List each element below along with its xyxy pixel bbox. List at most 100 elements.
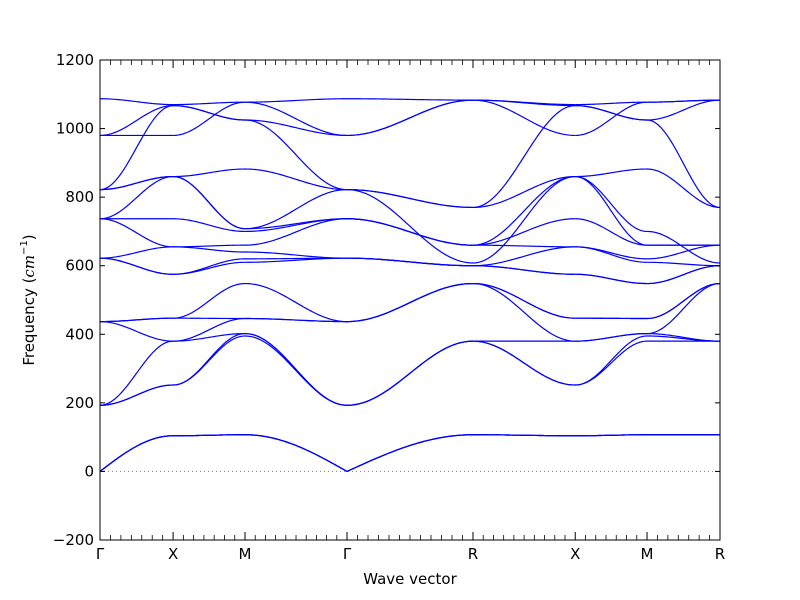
band-line-seg3-b15 — [346, 189, 474, 264]
x-axis-label: Wave vector — [363, 570, 457, 588]
y-tick-label: 200 — [65, 394, 94, 412]
y-axis-label-prefix: Frequency ( — [20, 278, 38, 366]
bands-layer — [99, 98, 721, 472]
band-line-seg1-b8 — [173, 282, 246, 319]
y-axis-label-exponent: −1 — [19, 240, 30, 255]
band-line-seg1-b16 — [173, 168, 246, 178]
band-line-seg2-b16 — [245, 168, 348, 191]
band-line-seg1-b10 — [173, 258, 246, 275]
band-line-seg6-b17 — [646, 119, 721, 209]
y-tick-label: 1200 — [56, 51, 94, 69]
x-tick-label: Γ — [343, 545, 352, 563]
x-tick-label: M — [239, 545, 252, 563]
band-line-seg2-b5 — [244, 333, 348, 406]
plot-area — [100, 60, 720, 540]
y-tick-label: 400 — [65, 325, 94, 343]
band-line-seg4-b2 — [472, 434, 576, 437]
band-line-seg5-b15 — [575, 175, 648, 233]
band-line-seg3-b5 — [346, 340, 474, 406]
band-line-seg4-b15 — [472, 175, 576, 264]
band-line-seg2-b2 — [245, 434, 348, 472]
y-tick-label: 0 — [84, 462, 94, 480]
x-tick-label: X — [168, 545, 178, 563]
x-tick-label: M — [641, 545, 654, 563]
x-tick-label: Γ — [96, 545, 105, 563]
band-line-seg1-b4 — [173, 333, 246, 386]
band-line-seg2-b17 — [244, 119, 348, 191]
band-line-seg2-b19 — [245, 101, 348, 137]
plot-background — [100, 60, 720, 540]
band-line-seg4-b19 — [472, 99, 576, 137]
band-line-seg6-b15 — [647, 230, 721, 264]
band-line-seg4-b6 — [472, 282, 576, 342]
band-line-seg5-b18 — [575, 105, 648, 121]
band-line-seg4-b14 — [472, 175, 576, 246]
band-line-seg0-b4 — [99, 384, 174, 406]
band-line-seg0-b14 — [99, 175, 174, 220]
band-line-seg0-b11 — [99, 246, 174, 259]
band-line-seg1-b5 — [173, 333, 246, 342]
band-line-seg5-b6 — [575, 333, 648, 342]
band-line-seg4-b16 — [472, 175, 576, 209]
band-line-seg1-b2 — [173, 434, 246, 437]
band-line-seg0-b12 — [99, 218, 174, 248]
y-axis-label-units: cm — [20, 255, 38, 278]
band-line-seg6-b11 — [647, 261, 720, 267]
y-axis-label-suffix: ) — [20, 234, 38, 240]
x-tick-label: R — [715, 545, 725, 563]
band-line-seg2-b20 — [245, 98, 348, 103]
band-line-seg1-b18 — [173, 105, 246, 121]
band-line-seg4-b11 — [472, 246, 576, 267]
band-line-seg4-b12 — [472, 244, 576, 248]
band-line-seg6-b10 — [647, 265, 721, 285]
band-line-seg3-b2 — [346, 434, 473, 472]
band-line-seg6-b6 — [647, 282, 721, 335]
band-line-seg5-b16 — [575, 168, 648, 178]
band-line-seg2-b8 — [245, 282, 348, 323]
band-line-seg1-b15 — [173, 175, 246, 230]
y-tick-label: 600 — [65, 257, 94, 275]
band-line-seg5-b4 — [575, 335, 648, 386]
band-line-seg5-b14 — [575, 175, 648, 246]
band-line-seg1-b19 — [173, 101, 246, 137]
band-line-seg4-b13 — [472, 218, 576, 246]
band-line-seg5-b20 — [575, 101, 648, 106]
band-line-seg4-b8 — [472, 282, 576, 319]
band-line-seg3-b19 — [346, 99, 474, 137]
y-tick-label: 1000 — [56, 120, 94, 138]
band-line-seg4-b17 — [472, 105, 576, 209]
band-line-seg2-b18 — [245, 119, 348, 137]
band-line-seg6-b12 — [647, 244, 721, 260]
band-line-seg0-b18 — [99, 105, 174, 137]
band-line-seg0-b16 — [99, 175, 174, 191]
band-line-seg6-b5 — [647, 333, 721, 342]
band-line-seg5-b13 — [575, 218, 648, 246]
band-line-seg2-b15 — [245, 189, 348, 230]
band-line-seg4-b10 — [472, 265, 576, 275]
band-line-seg3-b11 — [347, 257, 473, 267]
band-line-seg6-b18 — [647, 99, 721, 121]
band-line-seg1-b20 — [173, 101, 246, 106]
band-line-seg5-b2 — [575, 434, 648, 437]
y-tick-label: −200 — [53, 531, 94, 549]
band-line-seg3-b14 — [347, 218, 473, 246]
band-line-seg2-b12 — [245, 218, 348, 246]
y-tick-label: 800 — [65, 188, 94, 206]
band-line-seg6-b16 — [647, 168, 721, 209]
band-line-seg5-b12 — [575, 246, 648, 260]
band-line-seg2-b11 — [245, 251, 348, 259]
band-line-seg1-b12 — [173, 244, 246, 248]
band-line-seg0-b2 — [99, 435, 174, 472]
y-axis-label: Frequency (cm−1) — [19, 234, 38, 365]
band-line-seg1-b6 — [173, 317, 246, 342]
band-line-seg2-b7 — [245, 317, 348, 323]
band-line-seg2-b14 — [245, 218, 348, 230]
band-line-seg0-b5 — [99, 340, 174, 406]
band-line-seg0-b8 — [99, 317, 174, 323]
band-line-seg6-b20 — [647, 99, 721, 103]
band-line-seg3-b8 — [346, 282, 474, 323]
x-tick-label: X — [570, 545, 580, 563]
band-line-seg0-b10 — [99, 257, 174, 275]
